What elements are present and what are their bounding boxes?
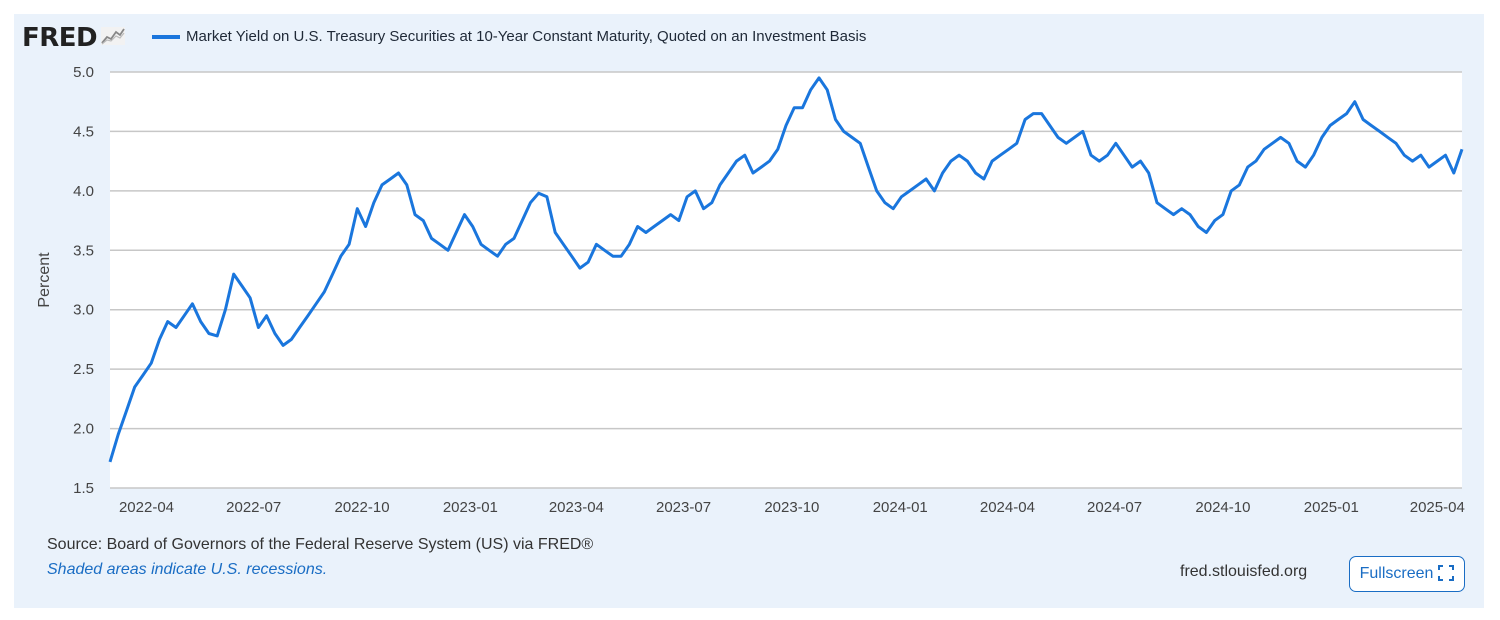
y-axis-label: Percent bbox=[36, 252, 53, 308]
fullscreen-button[interactable]: Fullscreen bbox=[1349, 556, 1465, 592]
x-tick-label: 2024-01 bbox=[873, 499, 928, 516]
x-tick-label: 2022-07 bbox=[226, 499, 281, 516]
x-tick-label: 2024-10 bbox=[1195, 499, 1250, 516]
y-tick-label: 3.5 bbox=[73, 242, 94, 259]
fred-logo[interactable]: FRED bbox=[22, 23, 126, 53]
x-tick-label: 2025-01 bbox=[1304, 499, 1359, 516]
x-tick-label: 2023-07 bbox=[656, 499, 711, 516]
y-tick-label: 5.0 bbox=[73, 64, 94, 81]
source-text: Source: Board of Governors of the Federa… bbox=[47, 536, 594, 553]
y-tick-label: 2.0 bbox=[73, 421, 94, 438]
x-tick-label: 2023-01 bbox=[443, 499, 498, 516]
x-tick-label: 2022-10 bbox=[334, 499, 389, 516]
fred-site-link[interactable]: fred.stlouisfed.org bbox=[1180, 563, 1308, 580]
chart-legend: Market Yield on U.S. Treasury Securities… bbox=[152, 28, 866, 45]
legend-line-swatch bbox=[152, 34, 180, 39]
y-tick-label: 1.5 bbox=[73, 480, 94, 497]
plot-area bbox=[110, 72, 1462, 488]
y-tick-label: 3.0 bbox=[73, 302, 94, 319]
x-tick-label: 2024-07 bbox=[1087, 499, 1142, 516]
expand-icon bbox=[1438, 564, 1455, 584]
x-tick-label: 2023-10 bbox=[764, 499, 819, 516]
legend-label: Market Yield on U.S. Treasury Securities… bbox=[186, 28, 867, 45]
x-tick-label: 2025-04 bbox=[1410, 499, 1465, 516]
logo-text: FRED bbox=[22, 23, 98, 53]
y-tick-label: 4.0 bbox=[73, 183, 94, 200]
x-tick-label: 2024-04 bbox=[980, 499, 1035, 516]
y-tick-label: 2.5 bbox=[73, 361, 94, 378]
recession-note: Shaded areas indicate U.S. recessions. bbox=[47, 561, 328, 578]
series-line bbox=[108, 76, 1464, 463]
y-tick-label: 4.5 bbox=[73, 123, 94, 140]
fullscreen-label: Fullscreen bbox=[1359, 565, 1434, 582]
x-tick-label: 2022-04 bbox=[119, 499, 174, 516]
x-tick-label: 2023-04 bbox=[549, 499, 604, 516]
chart-line-icon bbox=[101, 26, 126, 50]
